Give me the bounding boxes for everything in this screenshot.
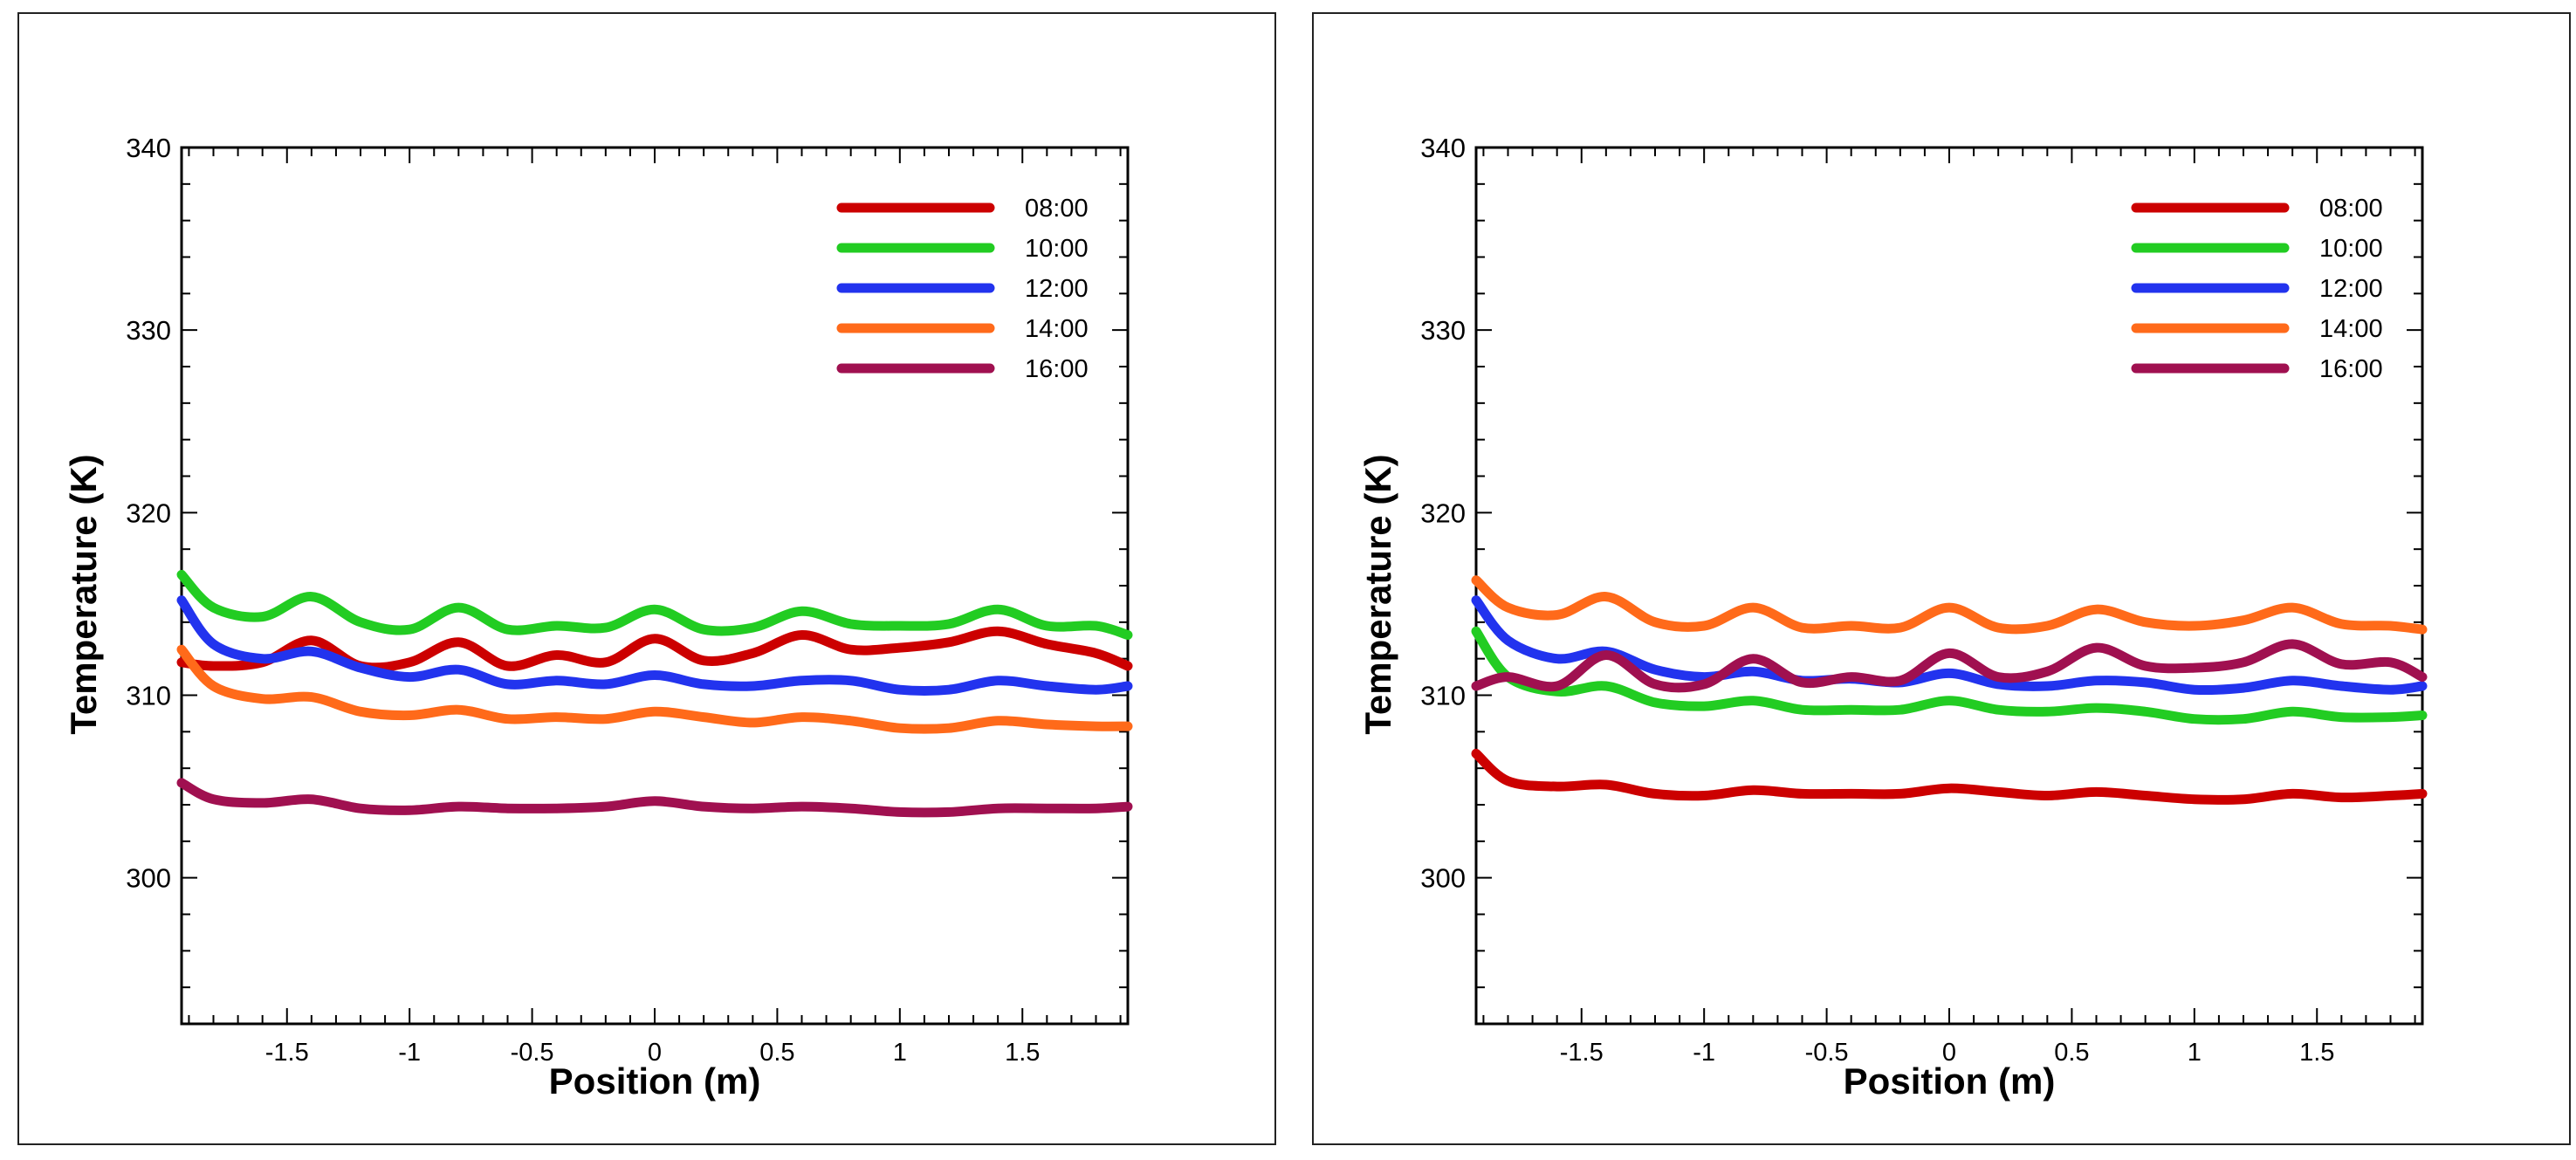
- x-tick-label: -0.5: [1805, 1039, 1849, 1067]
- y-tick-label: 330: [1420, 315, 1466, 346]
- legend-label: 12:00: [1025, 275, 1089, 303]
- series-line-1400: [176, 644, 1133, 734]
- y-axis-title: Temperature (K): [63, 454, 104, 734]
- y-tick-label: 320: [126, 498, 171, 528]
- x-tick-label: -1.5: [1560, 1039, 1604, 1067]
- x-tick-label: 0.5: [759, 1039, 794, 1067]
- x-tick-label: 0: [1942, 1039, 1956, 1067]
- legend-label: 08:00: [1025, 195, 1089, 223]
- y-tick-label: 310: [1420, 681, 1466, 711]
- x-tick-label: 0.5: [2054, 1039, 2089, 1067]
- x-tick-label: 1: [2188, 1039, 2202, 1067]
- x-tick-label: -1.5: [265, 1039, 309, 1067]
- y-tick-label: 340: [126, 133, 171, 163]
- x-tick-label: -1: [1693, 1039, 1715, 1067]
- legend-label: 10:00: [1025, 235, 1089, 263]
- y-tick-label: 300: [126, 863, 171, 894]
- legend-label: 12:00: [2319, 275, 2383, 303]
- series-line-0800: [176, 626, 1133, 673]
- y-tick-label: 320: [1420, 498, 1466, 528]
- series-line-0800: [1471, 748, 2428, 805]
- y-axis-title: Temperature (K): [1357, 454, 1398, 734]
- y-tick-label: 330: [126, 315, 171, 346]
- x-axis-title: Position (m): [549, 1060, 761, 1102]
- x-tick-label: 1.5: [1005, 1039, 1040, 1067]
- temperature-chart-left: 300 310 320 330 340 -1.5 -1 -0.5 0 0.5 1 1.5 Positio…: [63, 133, 1133, 1102]
- legend-label: 16:00: [1025, 355, 1089, 383]
- series-line-1200: [176, 595, 1133, 697]
- y-tick-label: 310: [126, 681, 171, 711]
- temperature-chart-right: 300 310 320 330 340 -1.5 -1 -0.5 0 0.5 1 1.5 Positio…: [1357, 133, 2428, 1102]
- chart-panel-right: 300 310 320 330 340 -1.5 -1 -0.5 0 0.5 1 1.5 Positio…: [1312, 12, 2571, 1145]
- x-axis-title: Position (m): [1844, 1060, 2056, 1102]
- legend-label: 10:00: [2319, 235, 2383, 263]
- series-line-1000: [1471, 626, 2428, 725]
- legend-label: 14:00: [2319, 315, 2383, 343]
- legend-label: 14:00: [1025, 315, 1089, 343]
- x-tick-label: -1: [398, 1039, 421, 1067]
- x-tick-label: 1.5: [2299, 1039, 2334, 1067]
- x-tick-label: 1: [893, 1039, 907, 1067]
- y-tick-label: 340: [1420, 133, 1466, 163]
- plot-frame: [180, 146, 1130, 1026]
- x-tick-label: -0.5: [511, 1039, 554, 1067]
- legend-label: 16:00: [2319, 355, 2383, 383]
- series-line-1400: [1471, 575, 2428, 635]
- chart-panel-left: 300 310 320 330 340 -1.5 -1 -0.5 0 0.5 1 1.5 Positio…: [17, 12, 1276, 1145]
- series-line-1000: [176, 569, 1133, 640]
- legend-label: 08:00: [2319, 195, 2383, 223]
- series-line-1600: [1471, 639, 2428, 693]
- series-line-1600: [176, 778, 1133, 818]
- y-tick-label: 300: [1420, 863, 1466, 894]
- x-tick-label: 0: [648, 1039, 662, 1067]
- plot-frame: [1474, 146, 2424, 1026]
